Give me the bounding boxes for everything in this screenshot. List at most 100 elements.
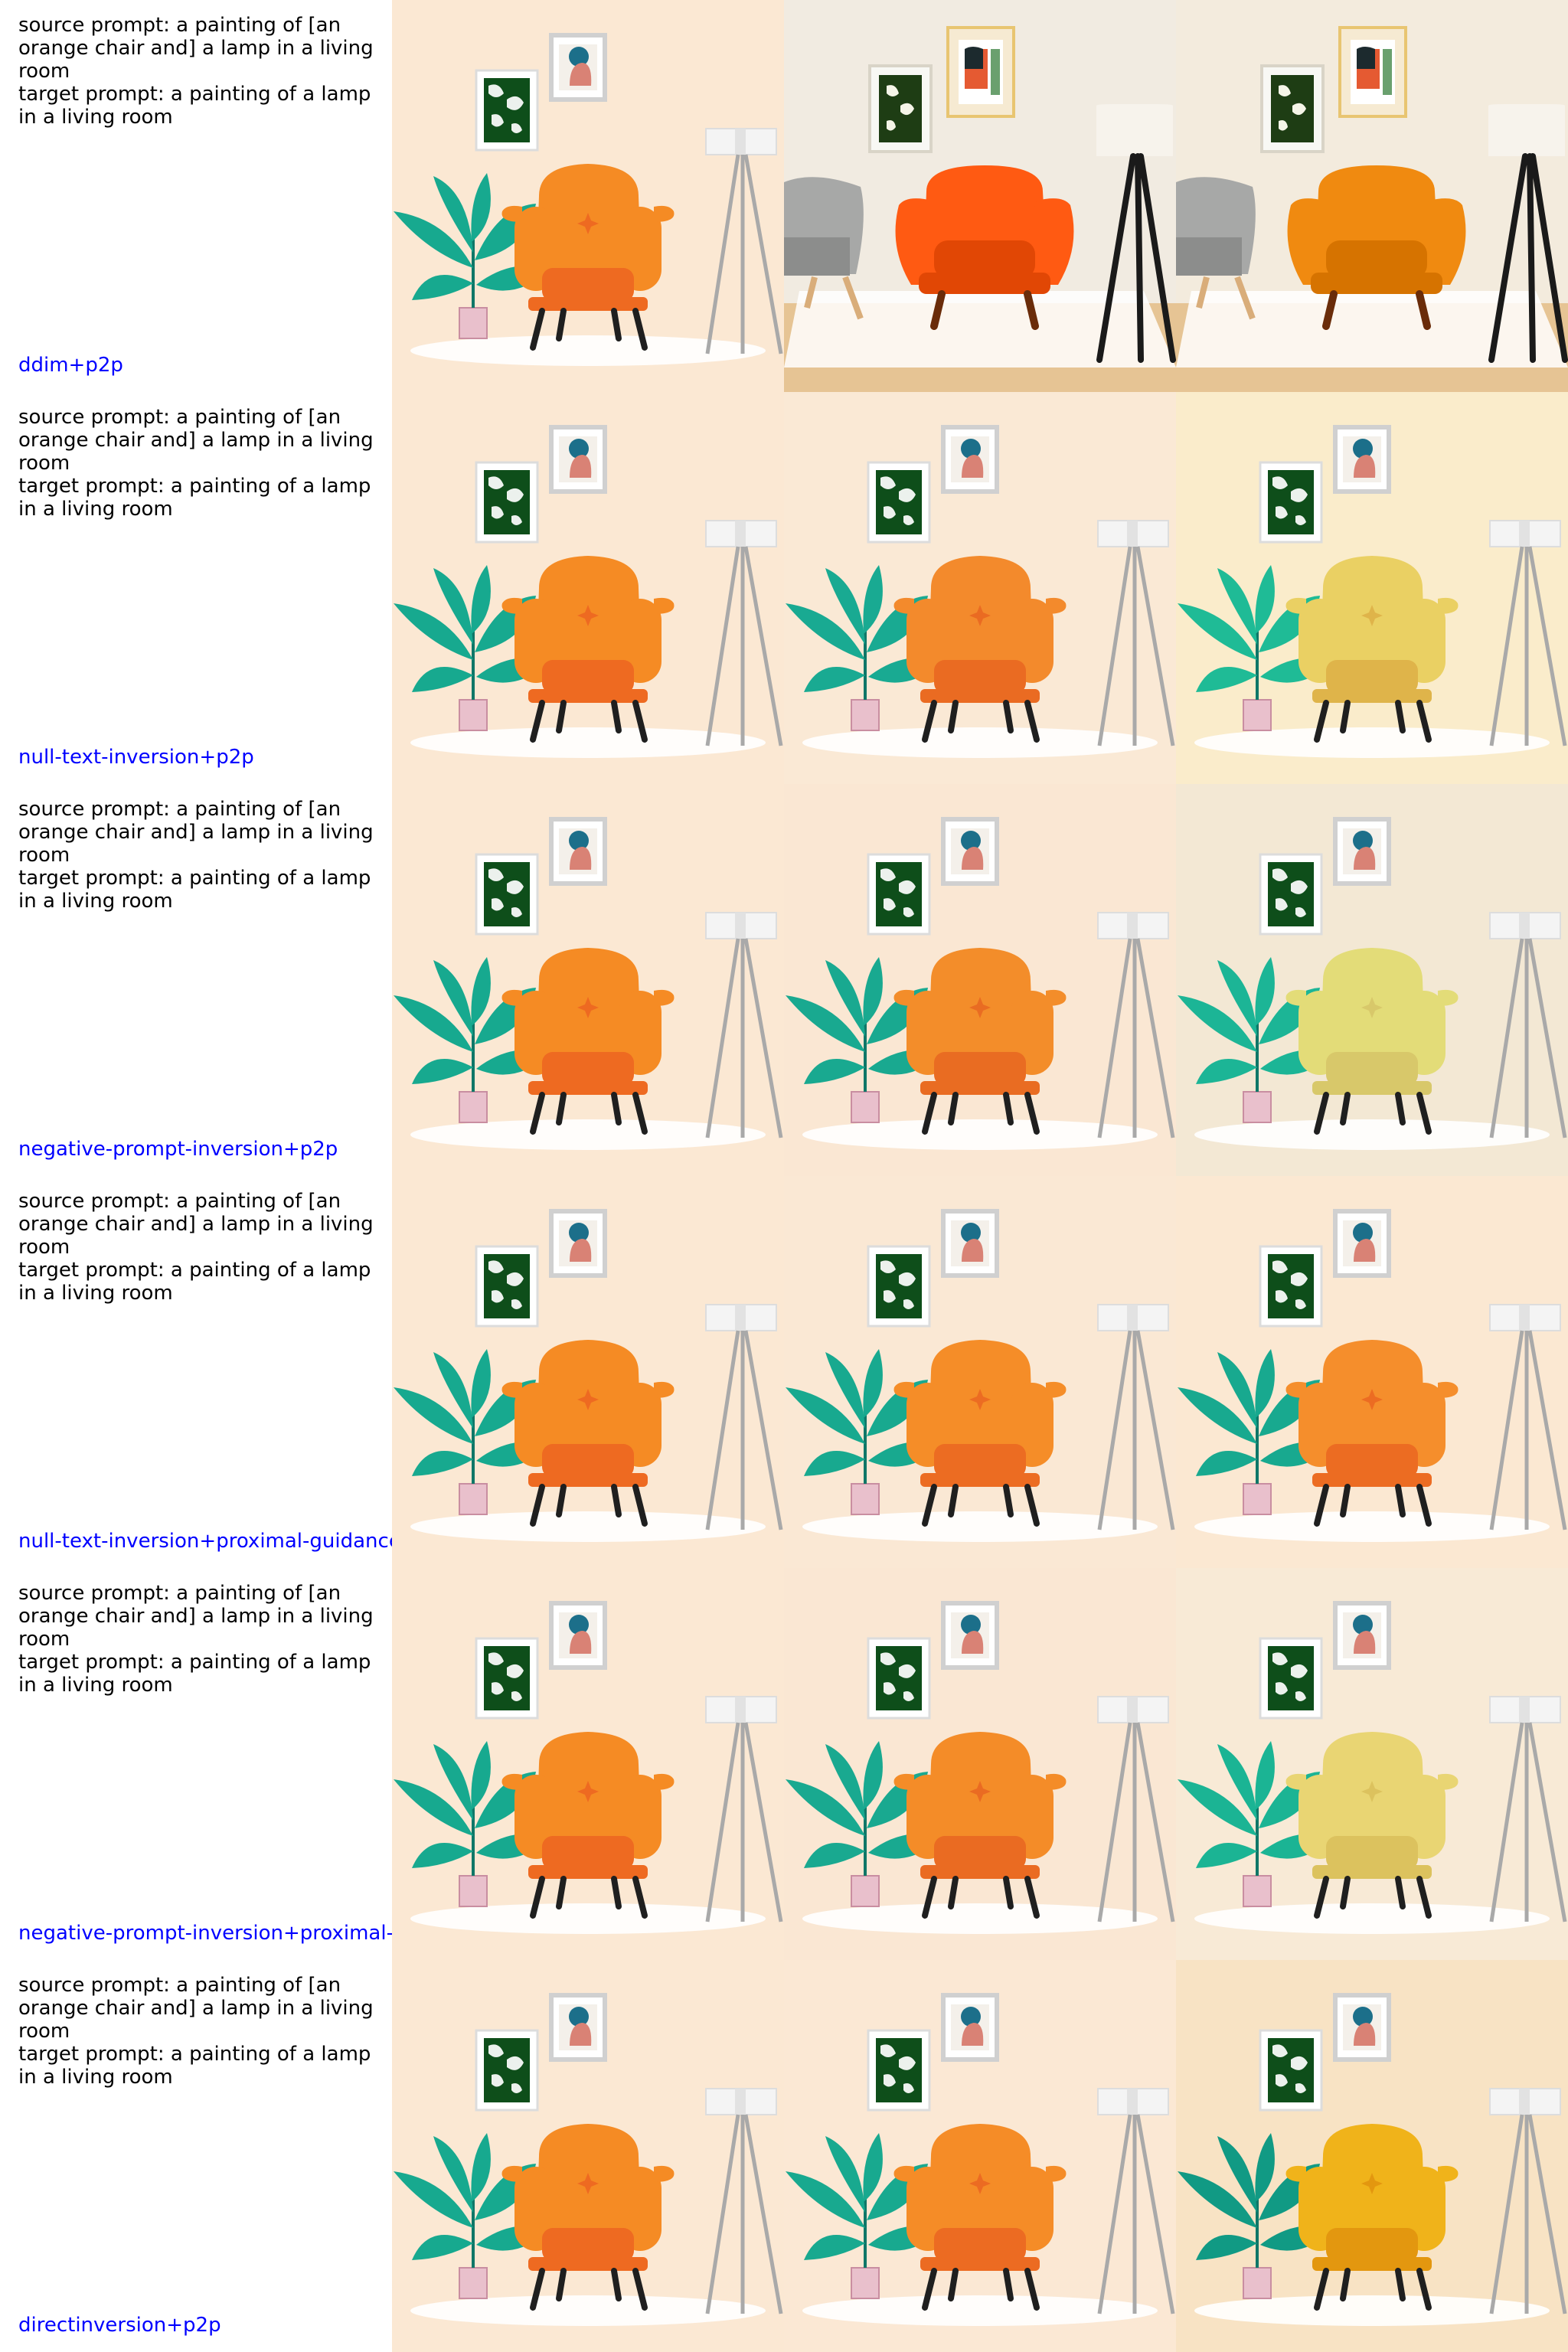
wall-frame-portrait bbox=[549, 1993, 607, 2062]
wall-frame-dark bbox=[868, 64, 933, 153]
armchair bbox=[501, 1340, 675, 1527]
wall-frame-green bbox=[867, 2029, 931, 2112]
plant bbox=[1178, 1741, 1334, 1907]
scene-illustration bbox=[392, 0, 784, 392]
plant bbox=[786, 1349, 942, 1515]
method-label: negative-prompt-inversion+proximal-g bbox=[18, 1922, 394, 1945]
floor-rug bbox=[1194, 1119, 1550, 1150]
floor-lamp bbox=[705, 1304, 783, 1530]
wall-frame-portrait bbox=[549, 425, 607, 494]
wall-frame-portrait bbox=[941, 1209, 999, 1278]
armchair bbox=[895, 165, 1074, 330]
floor-lamp bbox=[705, 912, 783, 1138]
floor-rug bbox=[1194, 1903, 1550, 1934]
wall-frame-portrait bbox=[1333, 1209, 1391, 1278]
reconstruction-image bbox=[784, 1960, 1176, 2352]
rug bbox=[1176, 291, 1568, 368]
source-image bbox=[392, 784, 784, 1176]
row-label: source prompt: a painting of [an orange … bbox=[0, 784, 392, 1176]
source-prompt: source prompt: a painting of [an orange … bbox=[18, 1974, 380, 2043]
floor-lamp bbox=[1489, 912, 1567, 1138]
wall-frame-green bbox=[867, 1245, 931, 1328]
prompt-text: source prompt: a painting of [an orange … bbox=[18, 406, 394, 521]
wall-frame-green bbox=[1259, 853, 1323, 936]
rug bbox=[784, 291, 1176, 368]
floor-rug bbox=[802, 1119, 1158, 1150]
wall-frame-green bbox=[475, 461, 539, 544]
wall-frame-portrait bbox=[941, 425, 999, 494]
armchair bbox=[893, 1732, 1067, 1919]
floor-rug bbox=[410, 1119, 766, 1150]
target-prompt: target prompt: a painting of a lamp in a… bbox=[18, 2043, 377, 2089]
prompt-text: source prompt: a painting of [an orange … bbox=[18, 798, 394, 913]
comparison-row: source prompt: a painting of [an orange … bbox=[0, 1568, 1568, 1960]
row-label: source prompt: a painting of [an orange … bbox=[0, 1568, 394, 1960]
row-label: source prompt: a painting of [an orange … bbox=[0, 1176, 394, 1568]
floor-lamp bbox=[705, 1696, 783, 1922]
armchair bbox=[501, 556, 675, 743]
floor-lamp bbox=[1489, 2088, 1567, 2314]
row-label: source prompt: a painting of [an orange … bbox=[0, 0, 392, 392]
armchair bbox=[501, 1732, 675, 1919]
floor-lamp bbox=[1488, 104, 1568, 363]
floor-rug bbox=[1194, 1511, 1550, 1542]
scene-illustration bbox=[1176, 784, 1568, 1176]
wall-frame-portrait bbox=[549, 1209, 607, 1278]
armchair bbox=[1285, 2124, 1459, 2311]
armchair bbox=[1285, 1732, 1459, 1919]
floor-lamp bbox=[1096, 104, 1176, 363]
wall-frame-portrait bbox=[549, 1601, 607, 1670]
wall-frame-green bbox=[475, 2029, 539, 2112]
source-prompt: source prompt: a painting of [an orange … bbox=[18, 1582, 380, 1651]
prompt-text: source prompt: a painting of [an orange … bbox=[18, 1974, 394, 2089]
target-prompt: target prompt: a painting of a lamp in a… bbox=[18, 1651, 377, 1697]
source-image bbox=[392, 392, 784, 784]
floor-rug bbox=[1194, 2295, 1550, 2326]
reconstruction-image bbox=[784, 392, 1176, 784]
scene-illustration bbox=[784, 392, 1176, 784]
armchair bbox=[1285, 556, 1459, 743]
source-image bbox=[392, 0, 784, 392]
side-armchair bbox=[784, 177, 864, 320]
floor-rug bbox=[410, 1511, 766, 1542]
wall-frame-portrait bbox=[1333, 817, 1391, 886]
scene-illustration bbox=[392, 1568, 784, 1960]
scene-illustration bbox=[1176, 1960, 1568, 2352]
side-armchair bbox=[1176, 177, 1256, 320]
armchair bbox=[1285, 1340, 1459, 1527]
floor-lamp bbox=[1097, 1304, 1175, 1530]
armchair bbox=[501, 2124, 675, 2311]
prompt-text: source prompt: a painting of [an orange … bbox=[18, 1190, 394, 1305]
wall-frame-portrait bbox=[549, 817, 607, 886]
floor-rug bbox=[410, 335, 766, 366]
comparison-row: source prompt: a painting of [an orange … bbox=[0, 1960, 1568, 2352]
plant bbox=[394, 1349, 550, 1515]
armchair bbox=[501, 164, 675, 351]
target-prompt: target prompt: a painting of a lamp in a… bbox=[18, 475, 377, 521]
wall-frame-orange bbox=[946, 26, 1015, 118]
edited-image bbox=[1176, 1176, 1568, 1568]
plant bbox=[1178, 957, 1334, 1123]
source-prompt: source prompt: a painting of [an orange … bbox=[18, 798, 380, 867]
prompt-text: source prompt: a painting of [an orange … bbox=[18, 14, 394, 129]
row-label: source prompt: a painting of [an orange … bbox=[0, 1960, 392, 2352]
floor-rug bbox=[802, 727, 1158, 758]
plant bbox=[786, 565, 942, 731]
wall-frame-green bbox=[1259, 1245, 1323, 1328]
armchair bbox=[893, 1340, 1067, 1527]
wall-frame-green bbox=[475, 1245, 539, 1328]
source-image bbox=[392, 1568, 784, 1960]
armchair bbox=[893, 556, 1067, 743]
wall-frame-green bbox=[867, 461, 931, 544]
wall-frame-portrait bbox=[1333, 425, 1391, 494]
scene-illustration bbox=[392, 1176, 784, 1568]
wall-frame-green bbox=[867, 853, 931, 936]
method-label: ddim+p2p bbox=[18, 354, 123, 377]
floor-lamp bbox=[705, 520, 783, 746]
method-label: null-text-inversion+proximal-guidance bbox=[18, 1530, 394, 1553]
scene-illustration bbox=[784, 1568, 1176, 1960]
wall-frame-green bbox=[867, 1637, 931, 1720]
source-image bbox=[392, 1176, 784, 1568]
wall-frame-orange bbox=[1338, 26, 1407, 118]
reconstruction-image bbox=[784, 0, 1176, 392]
